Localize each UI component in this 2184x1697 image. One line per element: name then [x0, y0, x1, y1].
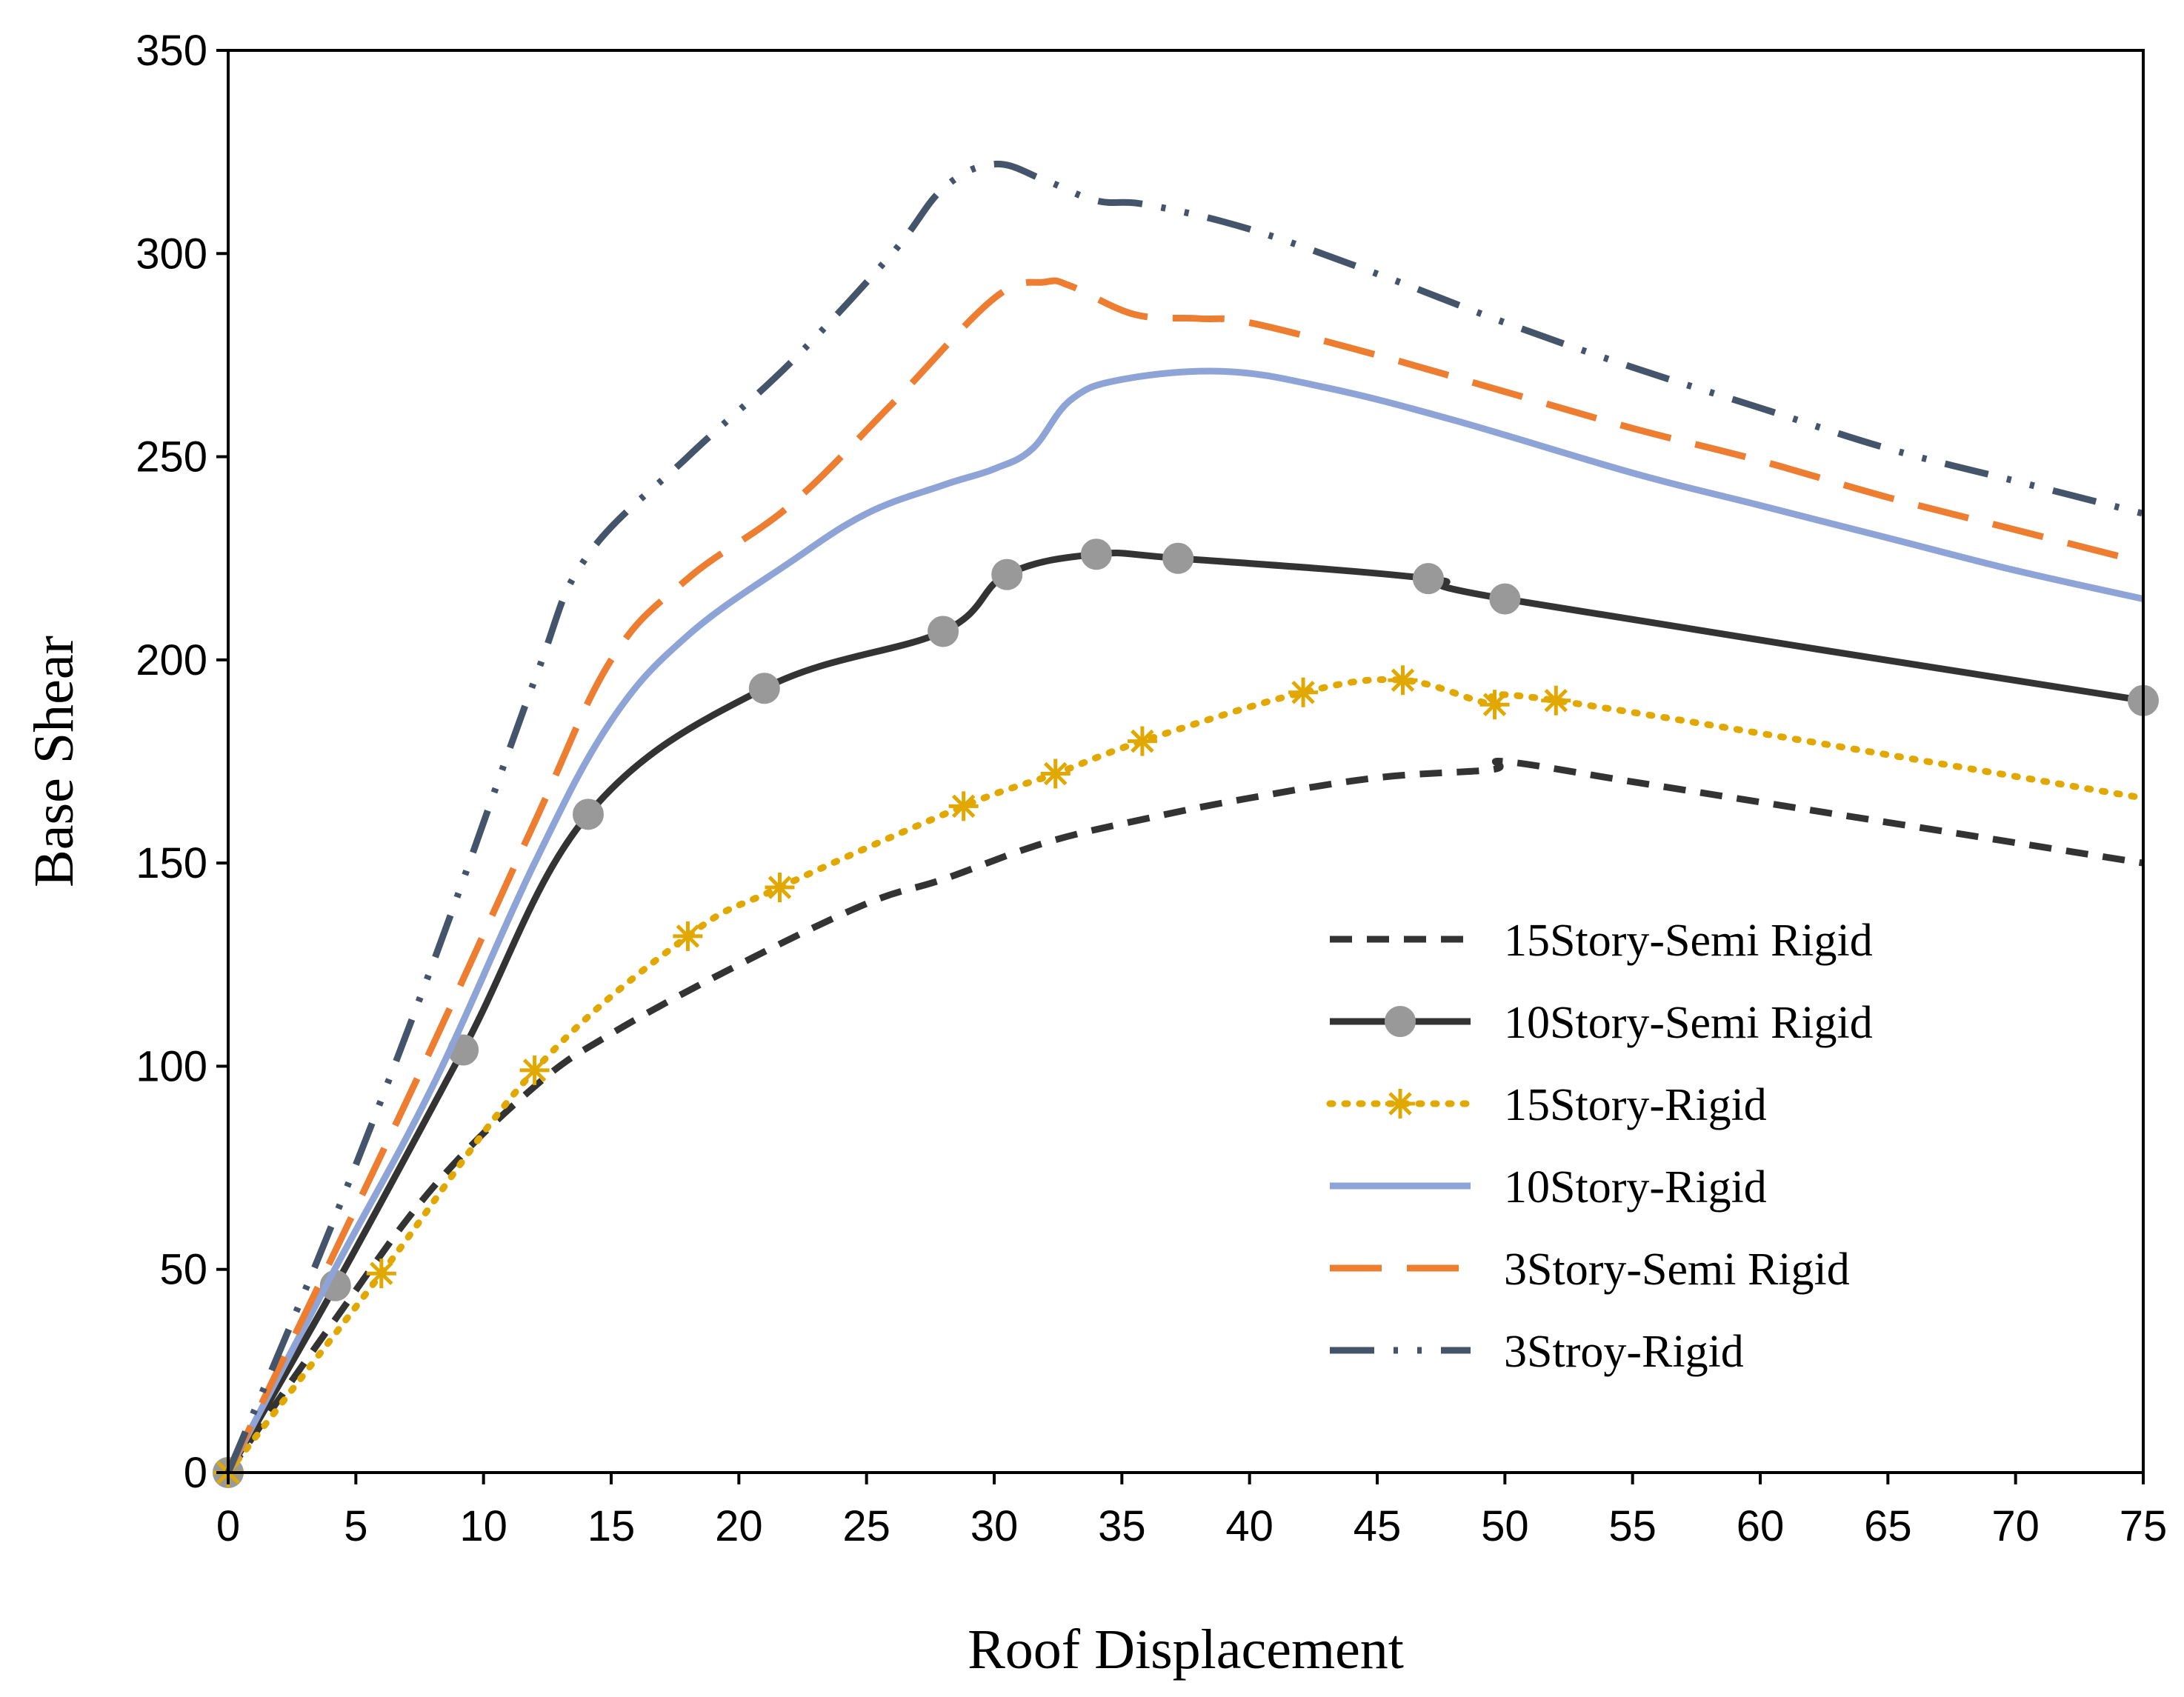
series-15story-rigid-marker [1288, 677, 1319, 707]
legend-item-15story-rigid: 15Story-Rigid [1326, 1080, 1767, 1130]
series-15story-rigid-marker [1479, 690, 1510, 720]
legend-item-10story-semi-rigid-label: 10Story-Semi Rigid [1504, 998, 1873, 1048]
legend-item-10story-semi-rigid: 10Story-Semi Rigid [1330, 998, 1873, 1048]
y-tick-label: 100 [136, 1042, 207, 1090]
x-tick-label: 10 [459, 1502, 507, 1550]
x-tick-label: 5 [344, 1502, 367, 1550]
y-tick-label: 150 [136, 839, 207, 887]
series-10story-semi-rigid-marker [1489, 583, 1521, 615]
x-tick-label: 20 [715, 1502, 763, 1550]
series-15story-rigid-marker [673, 921, 703, 951]
legend-item-15story-rigid-label: 15Story-Rigid [1504, 1080, 1767, 1130]
y-tick-label: 0 [184, 1449, 207, 1497]
series-15story-semi-rigid [225, 757, 2144, 1475]
legend-item-3story-semi-rigid: 3Story-Semi Rigid [1330, 1244, 1850, 1295]
x-axis-title: Roof Displacement [968, 1618, 1404, 1681]
series-3stroy-rigid [224, 161, 2145, 1474]
x-tick-label: 25 [842, 1502, 890, 1550]
y-tick-label: 300 [136, 230, 207, 278]
legend-item-3stroy-rigid-label: 3Stroy-Rigid [1504, 1327, 1744, 1377]
legend-item-3stroy-rigid: 3Stroy-Rigid [1330, 1327, 1744, 1377]
series-10story-semi-rigid-marker [928, 616, 959, 647]
legend-item-15story-semi-rigid: 15Story-Semi Rigid [1330, 916, 1873, 966]
series-15story-rigid-marker [519, 1055, 550, 1085]
x-tick-label: 70 [1991, 1502, 2040, 1550]
series-10story-semi-rigid-line [225, 550, 2144, 1475]
legend-item-3story-semi-rigid-label: 3Story-Semi Rigid [1504, 1244, 1850, 1295]
y-tick-label: 50 [159, 1246, 207, 1294]
y-tick-label: 250 [136, 433, 207, 481]
legend-item-15story-rigid-marker [1385, 1089, 1415, 1118]
legend-item-10story-rigid: 10Story-Rigid [1330, 1162, 1767, 1213]
series-10story-semi-rigid-marker [748, 673, 780, 704]
series-10story-semi-rigid-marker [991, 559, 1023, 590]
series-3story-semi-rigid [224, 277, 2145, 1474]
series-10story-rigid-line [225, 367, 2144, 1475]
series-15story-rigid-marker [1040, 759, 1071, 789]
series-10story-semi-rigid-marker [572, 799, 604, 830]
y-axis-title: Base Shear [23, 636, 85, 887]
legend-item-10story-semi-rigid-marker [1385, 1006, 1416, 1037]
legend-item-15story-semi-rigid-label: 15Story-Semi Rigid [1504, 916, 1873, 966]
x-tick-label: 75 [2120, 1502, 2168, 1550]
axes-layer: 0 50 100 150 200 250 300 350 0 5 10 15 20 25 30 35 40 45 5… [136, 27, 2167, 1550]
y-tick-label: 350 [136, 27, 207, 75]
x-tick-label: 50 [1481, 1502, 1529, 1550]
x-tick-label: 30 [971, 1502, 1019, 1550]
legend-item-10story-rigid-label: 10Story-Rigid [1504, 1162, 1767, 1213]
x-tick-label: 45 [1354, 1502, 1402, 1550]
x-tick-label: 0 [216, 1502, 240, 1550]
series-10story-semi-rigid-marker [1080, 539, 1112, 570]
x-tick-label: 65 [1864, 1502, 1912, 1550]
x-tick-label: 15 [587, 1502, 636, 1550]
legend: 15Story-Semi Rigid 10Story-Semi Rigid 15St… [1326, 916, 1873, 1377]
series-15story-rigid-marker [948, 791, 979, 821]
x-tick-label: 55 [1608, 1502, 1657, 1550]
series-15story-semi-rigid-line [225, 757, 2144, 1475]
series-3story-semi-rigid-line [224, 277, 2145, 1474]
series-15story-rigid-marker [1541, 685, 1571, 716]
x-tick-label: 60 [1737, 1502, 1785, 1550]
series-15story-rigid-marker [1388, 665, 1418, 696]
series-15story-rigid-marker [366, 1258, 396, 1289]
series-3stroy-rigid-line [224, 161, 2145, 1474]
series-10story-semi-rigid-marker [1412, 563, 1444, 595]
series-10story-semi-rigid-marker [1162, 542, 1194, 574]
plot-frame [227, 49, 2145, 1474]
y-tick-label: 200 [136, 636, 207, 684]
x-tick-label: 40 [1225, 1502, 1274, 1550]
series-15story-rigid-marker [1127, 726, 1157, 756]
series-layer [213, 161, 2159, 1488]
series-10story-rigid [225, 367, 2144, 1475]
x-tick-label: 35 [1098, 1502, 1146, 1550]
series-15story-rigid-marker [765, 873, 795, 903]
